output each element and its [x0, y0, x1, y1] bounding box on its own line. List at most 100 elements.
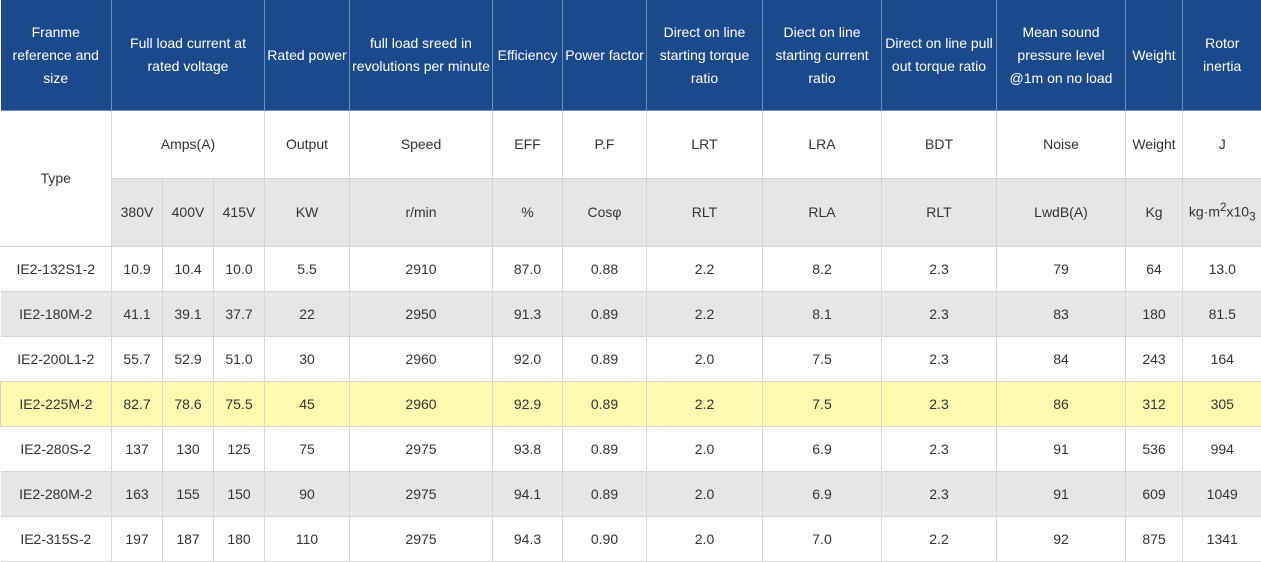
- cell-amps-415v: 125: [214, 427, 265, 472]
- cell-type: IE2-315S-2: [1, 517, 112, 562]
- cell-lra: 8.2: [763, 247, 882, 292]
- cell-speed: 2910: [350, 247, 493, 292]
- cell-efficiency: 91.3: [493, 292, 563, 337]
- cell-bdt: 2.3: [882, 247, 997, 292]
- cell-amps-380v: 137: [112, 427, 163, 472]
- header-frame: Franme reference and size: [1, 0, 112, 111]
- cell-weight: 312: [1126, 382, 1183, 427]
- cell-speed: 2975: [350, 472, 493, 517]
- cell-efficiency: 94.3: [493, 517, 563, 562]
- cell-lrt: 2.0: [647, 337, 763, 382]
- unit-rla: RLA: [763, 179, 882, 247]
- cell-noise: 91: [997, 472, 1126, 517]
- cell-bdt: 2.3: [882, 427, 997, 472]
- subheader-inertia: J: [1183, 111, 1261, 179]
- unit-380v: 380V: [112, 179, 163, 247]
- header-inertia: Rotor inertia: [1183, 0, 1261, 111]
- cell-lra: 8.1: [763, 292, 882, 337]
- cell-power-factor: 0.89: [563, 337, 647, 382]
- cell-type: IE2-280S-2: [1, 427, 112, 472]
- unit-400v: 400V: [163, 179, 214, 247]
- header-lrt: Direct on line starting torque ratio: [647, 0, 763, 111]
- cell-speed: 2960: [350, 382, 493, 427]
- subheader-lrt: LRT: [647, 111, 763, 179]
- cell-power-factor: 0.88: [563, 247, 647, 292]
- unit-inertia-exp: 3: [1249, 211, 1255, 224]
- cell-lra: 7.5: [763, 337, 882, 382]
- cell-noise: 79: [997, 247, 1126, 292]
- cell-noise: 83: [997, 292, 1126, 337]
- cell-output-kw: 22: [265, 292, 350, 337]
- header-row: Franme reference and size Full load curr…: [1, 0, 1261, 111]
- cell-amps-400v: 155: [163, 472, 214, 517]
- cell-inertia: 1341: [1183, 517, 1261, 562]
- cell-amps-400v: 187: [163, 517, 214, 562]
- unit-rlt-bdt: RLT: [882, 179, 997, 247]
- cell-type: IE2-132S1-2: [1, 247, 112, 292]
- cell-weight: 64: [1126, 247, 1183, 292]
- header-power-factor: Power factor: [563, 0, 647, 111]
- unit-db: LwdB(A): [997, 179, 1126, 247]
- cell-noise: 86: [997, 382, 1126, 427]
- cell-lrt: 2.2: [647, 292, 763, 337]
- unit-inertia-mid: x10: [1227, 204, 1250, 220]
- unit-kw: KW: [265, 179, 350, 247]
- cell-amps-415v: 75.5: [214, 382, 265, 427]
- cell-type: IE2-225M-2: [1, 382, 112, 427]
- header-bdt: Direct on line pull out torque ratio: [882, 0, 997, 111]
- cell-lrt: 2.0: [647, 472, 763, 517]
- cell-noise: 92: [997, 517, 1126, 562]
- subheader-type: Type: [1, 111, 112, 247]
- header-noise: Mean sound pressure level @1m on no load: [997, 0, 1126, 111]
- header-speed: full load sreed in revolutions per minut…: [350, 0, 493, 111]
- cell-lra: 7.0: [763, 517, 882, 562]
- cell-weight: 180: [1126, 292, 1183, 337]
- cell-lrt: 2.2: [647, 382, 763, 427]
- cell-output-kw: 5.5: [265, 247, 350, 292]
- cell-type: IE2-280M-2: [1, 472, 112, 517]
- cell-power-factor: 0.89: [563, 427, 647, 472]
- cell-inertia: 81.5: [1183, 292, 1261, 337]
- cell-amps-400v: 130: [163, 427, 214, 472]
- cell-lrt: 2.2: [647, 247, 763, 292]
- cell-amps-380v: 82.7: [112, 382, 163, 427]
- subheader-bdt: BDT: [882, 111, 997, 179]
- cell-lrt: 2.0: [647, 427, 763, 472]
- cell-efficiency: 94.1: [493, 472, 563, 517]
- unit-415v: 415V: [214, 179, 265, 247]
- unit-cos-phi: Cosφ: [563, 179, 647, 247]
- cell-amps-380v: 41.1: [112, 292, 163, 337]
- cell-efficiency: 92.0: [493, 337, 563, 382]
- cell-weight: 609: [1126, 472, 1183, 517]
- subheader-pf: P.F: [563, 111, 647, 179]
- cell-amps-415v: 150: [214, 472, 265, 517]
- cell-bdt: 2.3: [882, 382, 997, 427]
- cell-output-kw: 30: [265, 337, 350, 382]
- subheader-weight: Weight: [1126, 111, 1183, 179]
- cell-speed: 2960: [350, 337, 493, 382]
- cell-bdt: 2.3: [882, 337, 997, 382]
- cell-efficiency: 93.8: [493, 427, 563, 472]
- cell-bdt: 2.3: [882, 292, 997, 337]
- cell-amps-400v: 78.6: [163, 382, 214, 427]
- subheader-output: Output: [265, 111, 350, 179]
- unit-inertia: kg·m2x103: [1183, 179, 1261, 247]
- unit-inertia-base: kg·m: [1189, 204, 1220, 220]
- cell-speed: 2950: [350, 292, 493, 337]
- cell-lra: 6.9: [763, 472, 882, 517]
- subheader-speed: Speed: [350, 111, 493, 179]
- cell-amps-415v: 51.0: [214, 337, 265, 382]
- cell-output-kw: 75: [265, 427, 350, 472]
- cell-weight: 536: [1126, 427, 1183, 472]
- cell-efficiency: 92.9: [493, 382, 563, 427]
- cell-weight: 875: [1126, 517, 1183, 562]
- unit-rpm: r/min: [350, 179, 493, 247]
- header-weight: Weight: [1126, 0, 1183, 111]
- cell-amps-380v: 197: [112, 517, 163, 562]
